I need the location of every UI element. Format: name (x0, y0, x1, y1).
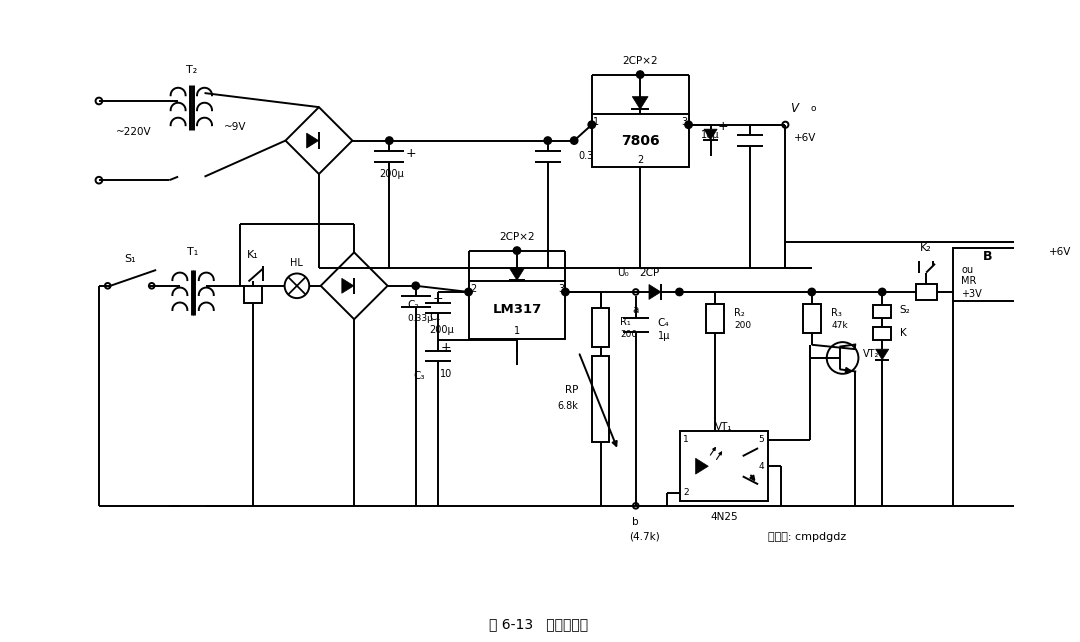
Polygon shape (704, 129, 717, 140)
Text: 1: 1 (593, 117, 599, 127)
Polygon shape (510, 268, 525, 280)
Text: B: B (983, 250, 993, 263)
Text: 0.33μ: 0.33μ (407, 314, 433, 323)
Text: 5: 5 (759, 435, 765, 444)
Bar (874, 327, 891, 340)
Text: VT₁: VT₁ (715, 422, 732, 431)
Polygon shape (696, 458, 708, 474)
Text: +: + (406, 147, 417, 160)
Circle shape (808, 288, 815, 296)
Text: 47k: 47k (832, 321, 848, 330)
Circle shape (464, 288, 472, 296)
Text: S₂: S₂ (900, 304, 910, 315)
Text: LM317: LM317 (492, 304, 541, 317)
Text: 6.8k: 6.8k (557, 401, 579, 411)
Bar (592, 308, 609, 347)
Text: 2: 2 (637, 155, 644, 165)
Text: +: + (441, 341, 451, 354)
Text: ~9V: ~9V (224, 123, 246, 132)
Text: +: + (432, 293, 443, 306)
Text: C₁: C₁ (429, 313, 441, 322)
Text: +: + (717, 120, 728, 133)
Text: +3V: +3V (961, 289, 982, 299)
Text: 4N25: 4N25 (710, 512, 738, 522)
Text: C₂: C₂ (407, 300, 418, 310)
Bar (592, 356, 609, 442)
Bar (916, 284, 936, 300)
Text: a: a (633, 304, 639, 315)
Circle shape (513, 247, 521, 254)
Text: 1: 1 (683, 435, 689, 444)
Text: V: V (789, 102, 798, 116)
Text: 200: 200 (734, 321, 752, 330)
Polygon shape (341, 279, 354, 293)
Bar (679, 431, 768, 501)
Bar (804, 304, 821, 333)
Polygon shape (307, 133, 319, 148)
Text: 0.33μ: 0.33μ (579, 152, 606, 161)
Circle shape (570, 137, 578, 144)
Circle shape (636, 71, 644, 78)
Text: 2CP×2: 2CP×2 (622, 56, 658, 66)
Circle shape (413, 282, 419, 290)
Polygon shape (632, 96, 648, 109)
Bar (706, 304, 724, 333)
Text: HL: HL (291, 258, 303, 268)
Text: R₃: R₃ (832, 308, 842, 318)
Bar (244, 286, 261, 304)
Text: 200μ: 200μ (429, 325, 454, 334)
Text: 10: 10 (441, 369, 453, 379)
Text: 2CP: 2CP (639, 268, 659, 277)
Text: 2: 2 (684, 488, 689, 497)
Text: 4: 4 (759, 462, 765, 471)
Text: 微信号: cmpdgdz: 微信号: cmpdgdz (768, 532, 846, 542)
Text: C₃: C₃ (413, 370, 424, 381)
Text: R₁: R₁ (620, 317, 631, 327)
Text: o: o (810, 105, 815, 114)
Text: R₂: R₂ (734, 308, 745, 318)
Text: U₀: U₀ (617, 268, 629, 277)
Text: 2: 2 (470, 284, 476, 294)
Polygon shape (649, 284, 661, 299)
Text: K₁: K₁ (247, 250, 259, 260)
Text: 3: 3 (681, 117, 687, 127)
Text: (4.7k): (4.7k) (630, 532, 660, 542)
Circle shape (685, 121, 692, 128)
Text: S₁: S₁ (124, 254, 135, 265)
Text: +6V: +6V (794, 133, 816, 143)
Text: 200μ: 200μ (379, 169, 404, 179)
Polygon shape (876, 349, 889, 360)
Circle shape (878, 288, 886, 296)
Text: VT₂: VT₂ (863, 349, 879, 359)
Text: 3: 3 (558, 284, 564, 294)
Text: 图 6-13   电路原理图: 图 6-13 电路原理图 (489, 618, 589, 632)
Circle shape (1028, 502, 1036, 510)
Circle shape (562, 288, 569, 296)
Text: K: K (900, 328, 906, 338)
Bar (592, 114, 689, 167)
Text: T₁: T₁ (188, 247, 199, 257)
Text: C₄: C₄ (658, 318, 670, 328)
Circle shape (386, 137, 393, 144)
Text: T₂: T₂ (186, 65, 197, 75)
Text: 1μ: 1μ (658, 331, 671, 341)
Bar (874, 305, 891, 318)
Text: b: b (633, 517, 639, 526)
Circle shape (544, 137, 552, 144)
Text: K₂: K₂ (920, 243, 932, 253)
Text: 200: 200 (620, 330, 637, 339)
Text: 1: 1 (514, 325, 519, 336)
Text: ou: ou (961, 265, 973, 275)
Text: RP: RP (565, 385, 579, 395)
Circle shape (589, 121, 595, 128)
Text: 10μ: 10μ (701, 130, 719, 141)
Circle shape (676, 288, 684, 296)
Text: +6V: +6V (1050, 247, 1071, 257)
Text: ~220V: ~220V (117, 126, 152, 137)
Bar (953, 248, 1031, 300)
Text: 7806: 7806 (621, 134, 660, 148)
Bar (469, 281, 565, 338)
Text: 2CP×2: 2CP×2 (499, 232, 535, 243)
Text: MR: MR (961, 277, 976, 286)
